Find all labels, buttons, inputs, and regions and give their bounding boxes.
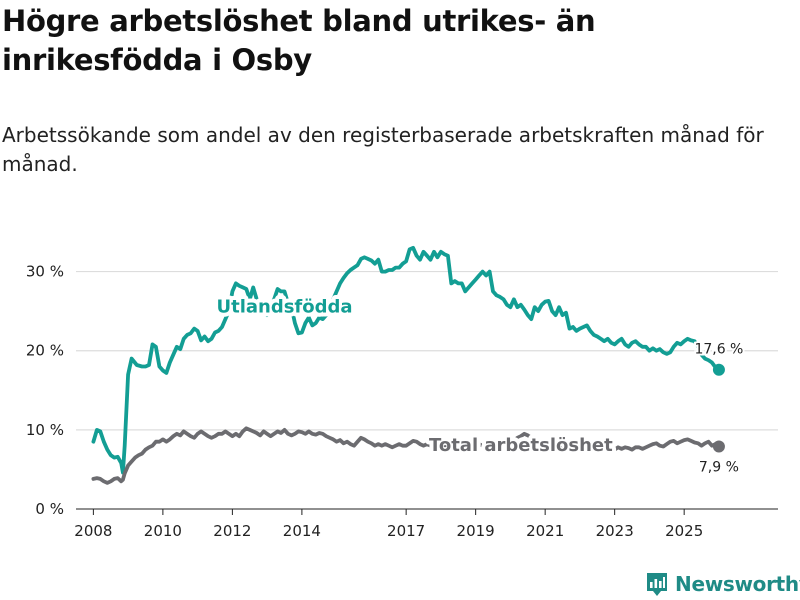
x-tick-label: 2019 [457,522,495,540]
total-arbetsloshet-line [91,426,721,485]
total-arbetsloshet-end-value: 7,9 % [699,459,739,475]
y-tick-label: 20 % [26,342,64,360]
utlandsfodda-line [91,245,721,475]
x-tick-label: 2021 [526,522,564,540]
x-tick-label: 2023 [596,522,634,540]
x-tick-label: 2010 [144,522,182,540]
x-tick-label: 2012 [213,522,251,540]
total-arbetsloshet-end-dot [712,440,725,453]
x-tick-label: 2008 [74,522,112,540]
y-tick-label: 10 % [26,421,64,439]
x-tick-label: 2025 [665,522,703,540]
brand-name: Newsworthy [675,572,800,596]
x-tick-label: 2017 [387,522,425,540]
utlandsfodda-label: Utlandsfödda [216,297,352,318]
y-tick-label: 0 % [35,500,64,518]
series-lines [91,245,725,485]
chart-title: Högre arbetslöshet bland utrikes- än inr… [2,4,596,77]
y-tick-label: 30 % [26,263,64,281]
chart-subtitle: Arbetssökande som andel av den registerb… [2,123,764,176]
total-arbetsloshet-label: Total arbetslöshet [429,435,613,456]
utlandsfodda-end-value: 17,6 % [694,342,743,358]
x-tick-label: 2014 [283,522,321,540]
axes: 0 % 10 % 20 % 30 % 2008 2010 2012 2014 2017 2019 2… [26,263,778,540]
series-labels: Utlandsfödda Total arbetslöshet 17,6 % 7,9 … [212,293,745,478]
utlandsfodda-end-dot [712,363,725,376]
newsworthy-logo-icon [647,573,667,596]
newsworthy-logo: Newsworthy [645,568,800,600]
